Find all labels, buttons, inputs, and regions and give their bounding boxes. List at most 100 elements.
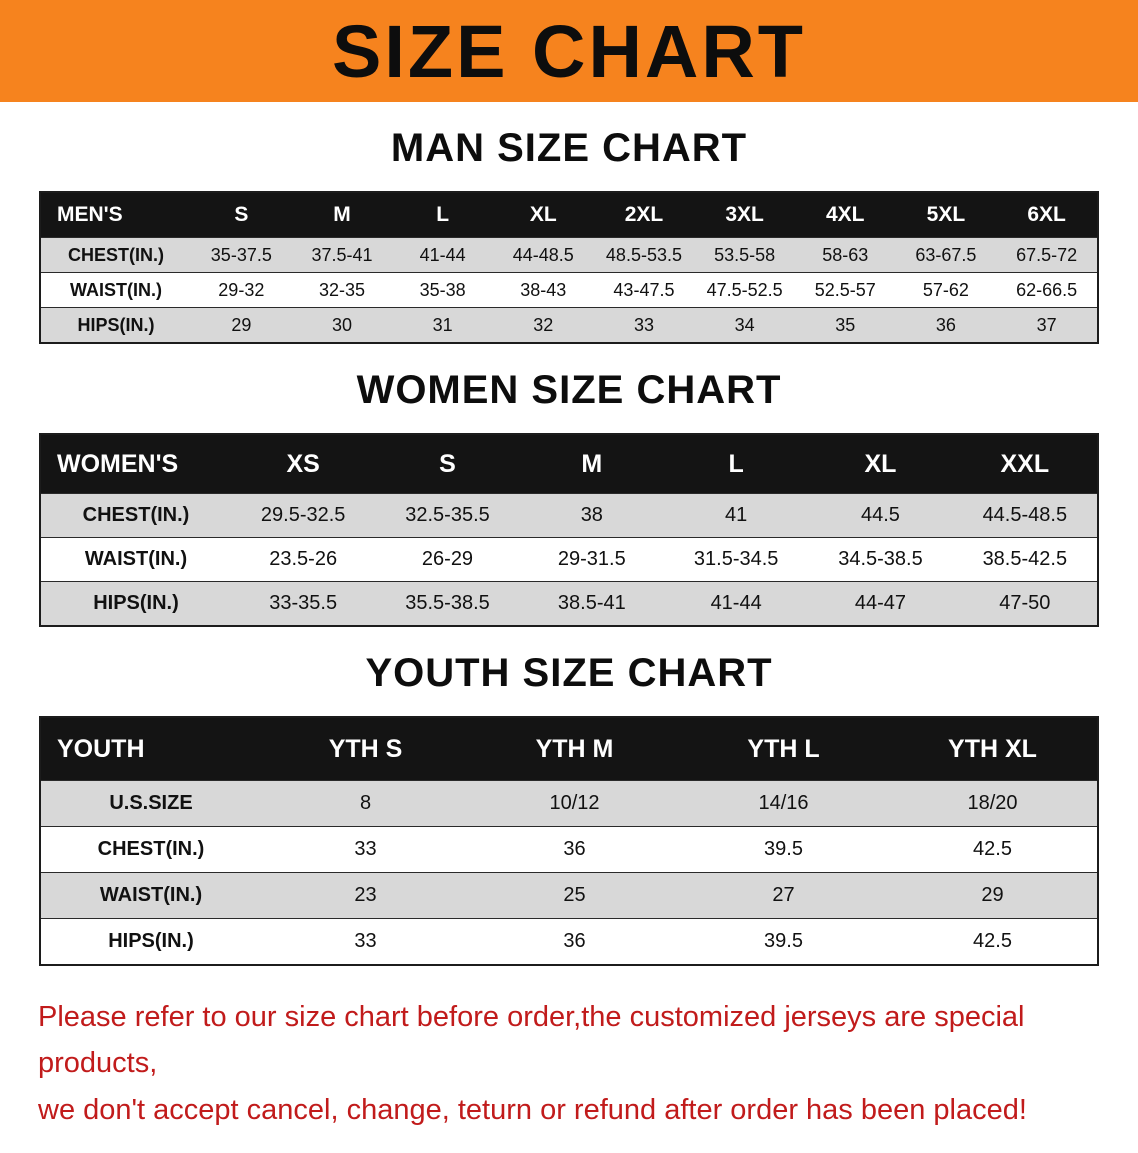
value-cell: 34 [694, 307, 795, 342]
value-cell: 31 [392, 307, 493, 342]
size-header-cell: 4XL [794, 193, 896, 237]
size-header-cell: YTH M [470, 718, 679, 780]
size-header-cell: L [392, 193, 493, 237]
value-cell: 18/20 [888, 780, 1097, 826]
value-cell: 23 [261, 872, 470, 918]
size-header-cell: 5XL [895, 193, 997, 237]
value-cell: 33-35.5 [231, 581, 376, 625]
value-cell: 35 [794, 307, 896, 342]
value-cell: 27 [679, 872, 888, 918]
content: MAN SIZE CHART MEN'S S M L XL 2XL 3XL 4XL 5XL 6XL… [0, 126, 1138, 966]
value-cell: 38.5-41 [519, 581, 664, 625]
womens-section-heading: WOMEN SIZE CHART [356, 368, 782, 412]
value-cell: 29-32 [191, 272, 292, 307]
mens-section: MAN SIZE CHART MEN'S S M L XL 2XL 3XL 4XL 5XL 6XL… [0, 126, 1138, 344]
size-header-cell: YTH XL [888, 718, 1097, 780]
value-cell: 29.5-32.5 [231, 493, 376, 537]
table-row: WAIST(IN.) 29-32 32-35 35-38 38-43 43-47.5 47.… [41, 272, 1097, 307]
size-header-cell: XXL [952, 435, 1097, 493]
mens-section-heading: MAN SIZE CHART [390, 126, 748, 170]
value-cell: 35.5-38.5 [375, 581, 520, 625]
value-cell: 32.5-35.5 [375, 493, 520, 537]
value-cell: 25 [470, 872, 679, 918]
row-label: HIPS(IN.) [41, 918, 261, 964]
value-cell: 38-43 [492, 272, 594, 307]
table-row: HIPS(IN.) 33-35.5 35.5-38.5 38.5-41 41-44 44-… [41, 581, 1097, 625]
womens-section: WOMEN SIZE CHART WOMEN'S XS S M L XL XXL CHEST(… [0, 368, 1138, 627]
table-title-cell: MEN'S [41, 193, 191, 237]
value-cell: 36 [470, 918, 679, 964]
value-cell: 35-38 [392, 272, 493, 307]
value-cell: 42.5 [888, 826, 1097, 872]
womens-size-table: WOMEN'S XS S M L XL XXL CHEST(IN.) 29.5-32.5 32.5… [39, 433, 1099, 627]
value-cell: 38 [519, 493, 664, 537]
value-cell: 58-63 [794, 237, 896, 272]
page-title: SIZE CHART [332, 9, 806, 93]
value-cell: 41-44 [392, 237, 493, 272]
row-label: WAIST(IN.) [41, 872, 261, 918]
table-row: CHEST(IN.) 35-37.5 37.5-41 41-44 44-48.5 48.5… [41, 237, 1097, 272]
table-title-cell: YOUTH [41, 718, 261, 780]
value-cell: 41-44 [663, 581, 809, 625]
table-row: CHEST(IN.) 33 36 39.5 42.5 [41, 826, 1097, 872]
value-cell: 37.5-41 [291, 237, 393, 272]
size-header-cell: YTH S [261, 718, 470, 780]
value-cell: 42.5 [888, 918, 1097, 964]
value-cell: 35-37.5 [191, 237, 292, 272]
size-header-cell: 6XL [996, 193, 1097, 237]
size-header-cell: 2XL [593, 193, 695, 237]
value-cell: 29 [888, 872, 1097, 918]
value-cell: 47.5-52.5 [694, 272, 795, 307]
youth-section-heading: YOUTH SIZE CHART [365, 651, 773, 695]
value-cell: 14/16 [679, 780, 888, 826]
banner: SIZE CHART [0, 0, 1138, 102]
value-cell: 33 [593, 307, 695, 342]
value-cell: 67.5-72 [996, 237, 1097, 272]
size-header-cell: S [191, 193, 292, 237]
note-line-2: we don't accept cancel, change, teturn o… [38, 1093, 1027, 1126]
value-cell: 31.5-34.5 [663, 537, 809, 581]
mens-size-table: MEN'S S M L XL 2XL 3XL 4XL 5XL 6XL CHEST(IN.) 35-37… [39, 191, 1099, 344]
value-cell: 44-47 [808, 581, 953, 625]
value-cell: 32 [492, 307, 594, 342]
row-label: CHEST(IN.) [41, 826, 261, 872]
row-label: HIPS(IN.) [41, 307, 191, 342]
footer-note: Please refer to our size chart before or… [38, 994, 1100, 1133]
table-title-cell: WOMEN'S [41, 435, 231, 493]
table-row: WAIST(IN.) 23.5-26 26-29 29-31.5 31.5-34.5 34… [41, 537, 1097, 581]
value-cell: 30 [291, 307, 393, 342]
row-label: CHEST(IN.) [41, 237, 191, 272]
youth-section: YOUTH SIZE CHART YOUTH YTH S YTH M YTH L YTH… [0, 651, 1138, 966]
size-header-cell: M [519, 435, 664, 493]
value-cell: 44-48.5 [492, 237, 594, 272]
value-cell: 38.5-42.5 [952, 537, 1097, 581]
size-header-cell: XS [231, 435, 376, 493]
row-label: HIPS(IN.) [41, 581, 231, 625]
value-cell: 53.5-58 [694, 237, 795, 272]
size-header-cell: M [291, 193, 393, 237]
table-row: HIPS(IN.) 33 36 39.5 42.5 [41, 918, 1097, 964]
value-cell: 33 [261, 826, 470, 872]
value-cell: 33 [261, 918, 470, 964]
value-cell: 8 [261, 780, 470, 826]
value-cell: 29 [191, 307, 292, 342]
size-header-cell: S [375, 435, 520, 493]
value-cell: 39.5 [679, 826, 888, 872]
table-row: CHEST(IN.) 29.5-32.5 32.5-35.5 38 41 44.5 44.5… [41, 493, 1097, 537]
value-cell: 32-35 [291, 272, 393, 307]
value-cell: 26-29 [375, 537, 520, 581]
value-cell: 10/12 [470, 780, 679, 826]
table-header-row: MEN'S S M L XL 2XL 3XL 4XL 5XL 6XL [41, 193, 1097, 237]
value-cell: 47-50 [952, 581, 1097, 625]
row-label: CHEST(IN.) [41, 493, 231, 537]
row-label: WAIST(IN.) [41, 272, 191, 307]
value-cell: 37 [996, 307, 1097, 342]
value-cell: 52.5-57 [794, 272, 896, 307]
size-header-cell: YTH L [679, 718, 888, 780]
row-label: U.S.SIZE [41, 780, 261, 826]
table-row: WAIST(IN.) 23 25 27 29 [41, 872, 1097, 918]
value-cell: 36 [895, 307, 997, 342]
table-row: HIPS(IN.) 29 30 31 32 33 34 35 36 37 [41, 307, 1097, 342]
size-header-cell: XL [492, 193, 594, 237]
value-cell: 43-47.5 [593, 272, 695, 307]
